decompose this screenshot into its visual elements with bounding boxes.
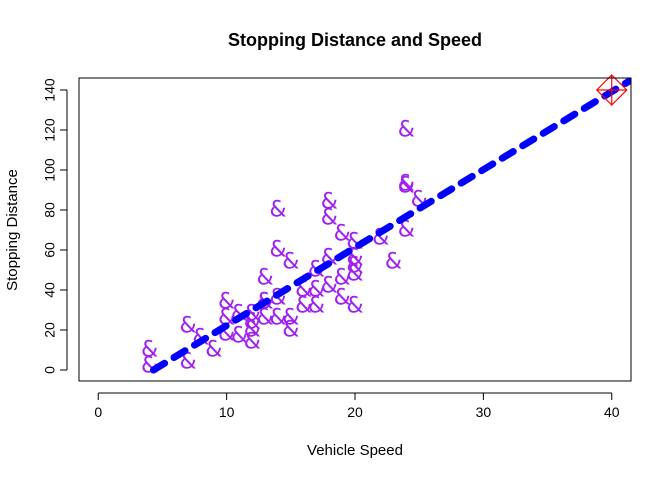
data-point: &: [321, 206, 338, 231]
data-point: &: [282, 250, 299, 275]
y-tick-label: 60: [42, 242, 58, 258]
data-point: &: [269, 306, 286, 331]
y-tick-label: 100: [42, 158, 58, 182]
x-tick-label: 30: [476, 404, 492, 420]
y-tick-label: 40: [42, 282, 58, 298]
y-tick-label: 140: [42, 78, 58, 102]
y-tick-label: 120: [42, 118, 58, 142]
plot-frame: [78, 77, 632, 382]
data-point: &: [334, 222, 351, 247]
data-point: &: [282, 306, 299, 331]
data-point: &: [141, 338, 158, 363]
data-point: &: [346, 254, 363, 279]
data-point: &: [269, 238, 286, 263]
data-point: &: [218, 290, 235, 315]
data-point: &: [346, 262, 363, 287]
data-point: &: [398, 174, 415, 199]
data-point: &: [321, 274, 338, 299]
fit-line: [149, 78, 631, 374]
x-tick-label: 40: [604, 404, 620, 420]
data-point: &: [334, 266, 351, 291]
data-point: &: [257, 266, 274, 291]
x-axis: 0 10 20 30 40: [94, 392, 620, 420]
y-tick-label: 20: [42, 322, 58, 338]
data-point: &: [269, 198, 286, 223]
data-point: &: [346, 294, 363, 319]
data-point: &: [334, 286, 351, 311]
data-point: &: [180, 350, 197, 375]
data-point: &: [295, 294, 312, 319]
x-tick-label: 20: [347, 404, 363, 420]
data-point: &: [257, 306, 274, 331]
data-point: &: [308, 278, 325, 303]
data-point: &: [398, 218, 415, 243]
y-tick-label: 80: [42, 202, 58, 218]
data-point: &: [244, 330, 261, 355]
data-point: &: [321, 190, 338, 215]
chart-title: Stopping Distance and Speed: [228, 30, 482, 50]
fit-line-layer: [149, 78, 631, 374]
data-point: &: [180, 314, 197, 339]
data-point: &: [231, 324, 248, 349]
y-axis-label: Stopping Distance: [4, 169, 21, 291]
data-point: &: [205, 338, 222, 363]
data-point: &: [398, 172, 415, 197]
data-point: &: [282, 318, 299, 343]
data-point: &: [308, 294, 325, 319]
highlight-marker-layer: [595, 74, 628, 106]
data-point: &: [244, 318, 261, 343]
y-tick-label: 0: [42, 366, 58, 374]
x-axis-label: Vehicle Speed: [307, 442, 403, 459]
data-point: &: [385, 250, 402, 275]
x-tick-label: 10: [219, 404, 235, 420]
x-tick-label: 0: [94, 404, 102, 420]
data-point: &: [398, 118, 415, 143]
y-axis: 0 20 40 60 80 100 120 140: [42, 78, 68, 374]
